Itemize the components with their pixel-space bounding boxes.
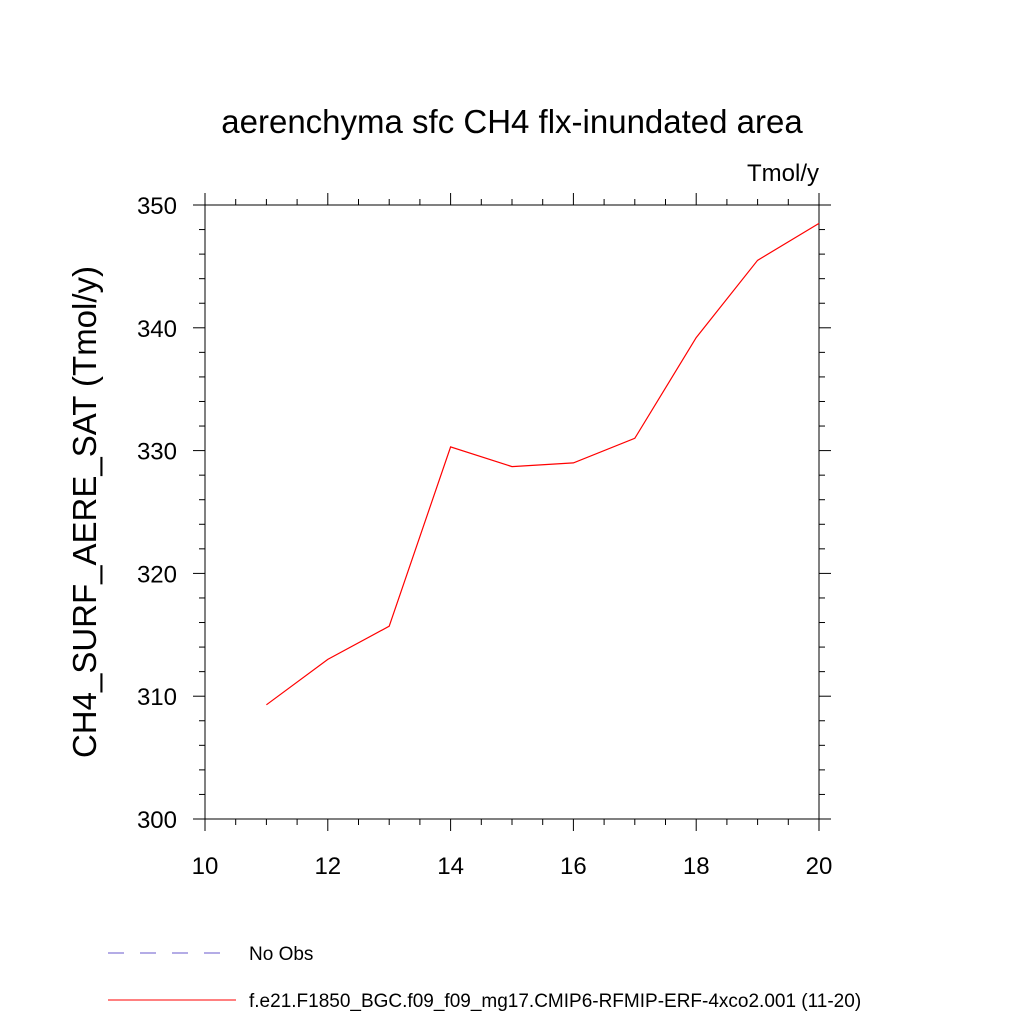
series-lines — [266, 222, 820, 706]
y-tick-label: 350 — [137, 193, 177, 220]
y-tick-label: 300 — [137, 807, 177, 834]
plot-frame — [204, 204, 820, 820]
y-tick-label: 320 — [137, 561, 177, 588]
tick-labels: 10 12 14 16 18 20 300 310 320 330 340 350 — [137, 193, 832, 880]
x-tick-label: 18 — [683, 853, 710, 880]
series-line — [266, 222, 820, 706]
y-tick-label: 330 — [137, 439, 177, 466]
legend-label: No Obs — [249, 944, 313, 965]
tick-marks — [193, 193, 831, 831]
chart-title: aerenchyma sfc CH4 flx-inundated area — [221, 103, 803, 140]
y-tick-label: 340 — [137, 316, 177, 343]
legend: No Obs f.e21.F1850_BGC.f09_f09_mg17.CMIP6… — [108, 944, 861, 1012]
x-tick-label: 14 — [437, 853, 464, 880]
x-tick-label: 20 — [806, 853, 833, 880]
x-tick-label: 12 — [314, 853, 341, 880]
x-tick-label: 16 — [560, 853, 587, 880]
units-label: Tmol/y — [747, 160, 819, 187]
legend-label: f.e21.F1850_BGC.f09_f09_mg17.CMIP6-RFMIP… — [249, 991, 861, 1012]
x-tick-label: 10 — [192, 853, 219, 880]
y-axis-label: CH4_SURF_AERE_SAT (Tmol/y) — [66, 266, 103, 758]
y-tick-label: 310 — [137, 684, 177, 711]
